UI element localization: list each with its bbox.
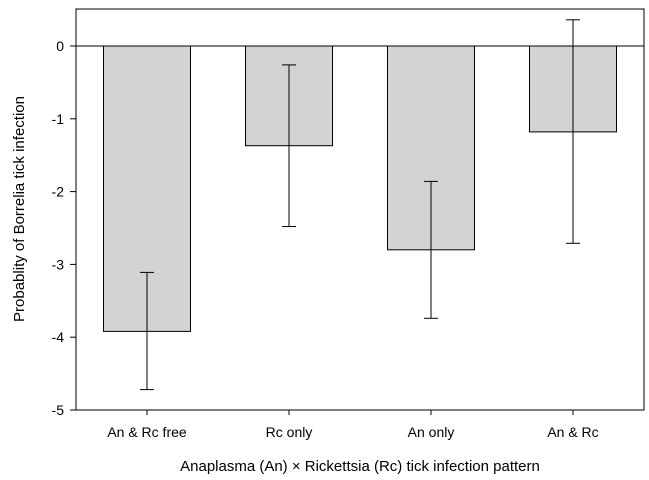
error-bar-1 (140, 271, 154, 391)
y-tick-label: -2 (52, 184, 65, 200)
y-tick-label: 0 (56, 38, 64, 54)
y-tick-label: -1 (52, 111, 65, 127)
y-tick-label: -4 (52, 329, 65, 345)
plot-frame (75, 8, 645, 411)
error-bars-layer (140, 19, 580, 391)
x-tick-label: An only (408, 424, 455, 440)
y-axis-title: Probablity of Borrelia tick infection (11, 96, 28, 322)
y-tick-label: -5 (52, 402, 65, 418)
error-bar-4 (566, 19, 580, 244)
error-bar-3 (424, 180, 438, 319)
x-axis-title: Anaplasma (An) × Rickettsia (Rc) tick in… (180, 458, 540, 475)
error-bar-2 (282, 64, 296, 227)
x-tick-label: An & Rc free (107, 424, 187, 440)
bars-layer (103, 45, 617, 332)
x-axis-ticks: An & Rc free Rc only An only An & Rc (107, 410, 599, 440)
y-axis-ticks: 0 -1 -2 -3 -4 -5 (52, 38, 76, 418)
x-tick-label: An & Rc (547, 424, 598, 440)
y-tick-label: -3 (52, 256, 65, 272)
x-tick-label: Rc only (266, 424, 313, 440)
